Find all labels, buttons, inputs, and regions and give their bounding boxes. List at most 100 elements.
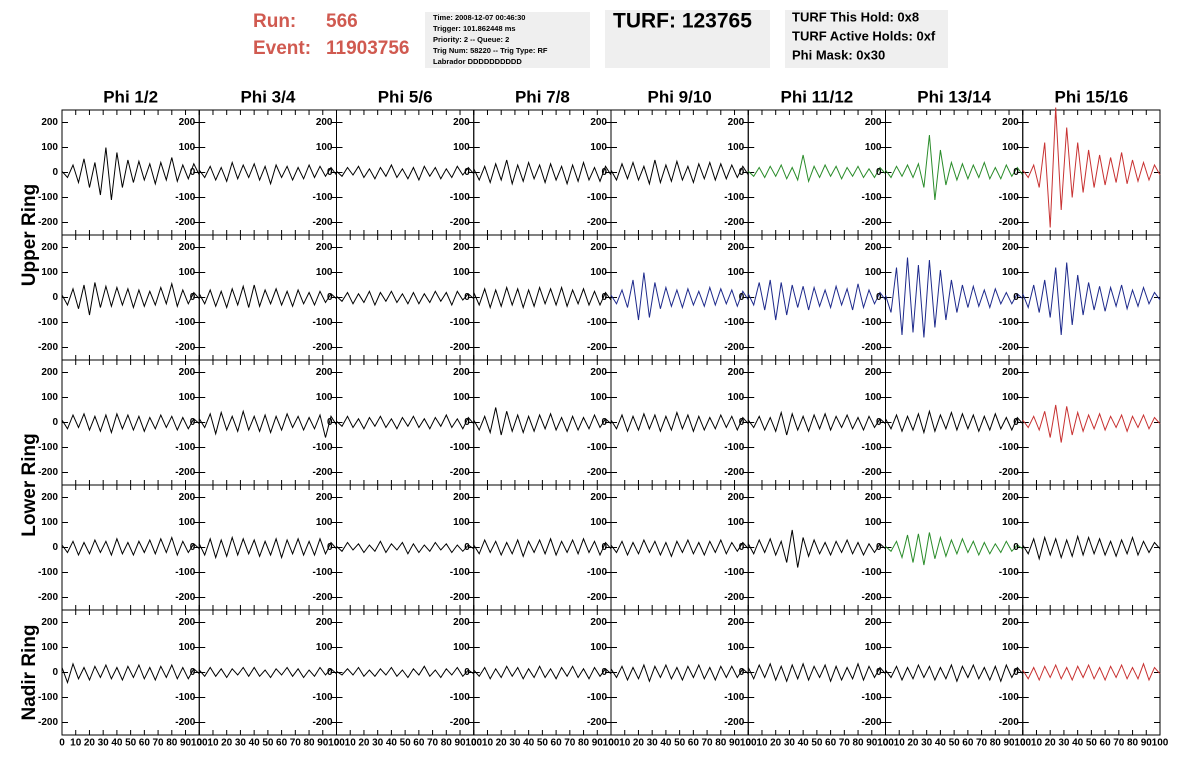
x-tick-label: 0 bbox=[883, 738, 889, 749]
y-tick-label: 200 bbox=[453, 617, 470, 628]
x-tick-label: 0 bbox=[334, 738, 340, 749]
y-tick-label: -200 bbox=[861, 467, 881, 478]
y-tick-label: -100 bbox=[312, 442, 332, 453]
y-tick-label: -200 bbox=[38, 717, 58, 728]
y-tick-label: -200 bbox=[38, 592, 58, 603]
x-tick-label: 80 bbox=[715, 738, 727, 749]
x-tick-label: 20 bbox=[221, 738, 233, 749]
waveform bbox=[1022, 404, 1161, 443]
y-tick-label: 100 bbox=[728, 517, 745, 528]
waveform bbox=[473, 159, 612, 186]
x-tick-label: 0 bbox=[471, 738, 477, 749]
waveform bbox=[336, 413, 475, 430]
x-tick-label: 40 bbox=[660, 738, 672, 749]
y-tick-label: 200 bbox=[316, 492, 333, 503]
y-tick-label: 200 bbox=[590, 117, 607, 128]
info-line: Priority: 2 -- Queue: 2 bbox=[433, 35, 509, 44]
y-tick-label: -100 bbox=[724, 567, 744, 578]
x-tick-label: 10 bbox=[756, 738, 768, 749]
x-tick-label: 60 bbox=[551, 738, 563, 749]
y-tick-label: 200 bbox=[865, 617, 882, 628]
waveform bbox=[198, 666, 337, 679]
y-tick-label: -200 bbox=[450, 342, 470, 353]
waveform bbox=[198, 409, 337, 438]
x-tick-label: 50 bbox=[537, 738, 549, 749]
y-tick-label: 100 bbox=[1002, 267, 1019, 278]
x-tick-label: 60 bbox=[962, 738, 974, 749]
y-tick-label: 200 bbox=[453, 117, 470, 128]
y-tick-label: -100 bbox=[312, 692, 332, 703]
y-tick-label: -100 bbox=[38, 317, 58, 328]
y-tick-label: 100 bbox=[41, 517, 58, 528]
y-tick-label: 0 bbox=[52, 667, 58, 678]
x-tick-label: 10 bbox=[207, 738, 219, 749]
y-tick-label: 100 bbox=[41, 267, 58, 278]
y-tick-label: 200 bbox=[41, 367, 58, 378]
x-tick-label: 80 bbox=[441, 738, 453, 749]
y-tick-label: -200 bbox=[175, 592, 195, 603]
y-tick-label: 100 bbox=[590, 642, 607, 653]
x-tick-label: 70 bbox=[564, 738, 576, 749]
y-tick-label: 0 bbox=[1013, 542, 1019, 553]
y-tick-label: 200 bbox=[590, 617, 607, 628]
y-tick-label: 0 bbox=[739, 542, 745, 553]
y-tick-label: -100 bbox=[999, 442, 1019, 453]
y-tick-label: -100 bbox=[38, 567, 58, 578]
y-tick-label: -200 bbox=[38, 467, 58, 478]
x-tick-label: 80 bbox=[578, 738, 590, 749]
y-tick-label: -100 bbox=[724, 317, 744, 328]
y-tick-label: -100 bbox=[312, 567, 332, 578]
y-tick-label: 200 bbox=[865, 492, 882, 503]
y-tick-label: -100 bbox=[724, 442, 744, 453]
y-tick-label: 0 bbox=[464, 167, 470, 178]
y-tick-label: 0 bbox=[327, 167, 333, 178]
y-tick-label: -200 bbox=[175, 717, 195, 728]
y-tick-label: 100 bbox=[316, 392, 333, 403]
waveform bbox=[885, 257, 1024, 338]
column-title: Phi 5/6 bbox=[378, 87, 433, 106]
hold-line: Phi Mask: 0x30 bbox=[792, 47, 885, 62]
y-tick-label: -200 bbox=[450, 467, 470, 478]
x-tick-label: 70 bbox=[290, 738, 302, 749]
y-tick-label: -200 bbox=[724, 717, 744, 728]
y-tick-label: 200 bbox=[590, 242, 607, 253]
holds-box bbox=[785, 10, 948, 68]
x-tick-label: 100 bbox=[328, 738, 345, 749]
y-tick-label: 0 bbox=[327, 542, 333, 553]
x-tick-label: 30 bbox=[98, 738, 110, 749]
y-tick-label: 0 bbox=[327, 292, 333, 303]
y-tick-label: 0 bbox=[739, 292, 745, 303]
y-tick-label: -100 bbox=[999, 192, 1019, 203]
y-tick-label: -100 bbox=[999, 692, 1019, 703]
info-box bbox=[425, 12, 590, 68]
y-tick-label: 100 bbox=[179, 517, 196, 528]
y-tick-label: 100 bbox=[179, 392, 196, 403]
waveform bbox=[610, 663, 749, 683]
info-line: Trig Num: 58220 -- Trig Type: RF bbox=[433, 46, 548, 55]
column-title: Phi 7/8 bbox=[515, 87, 570, 106]
x-tick-label: 90 bbox=[317, 738, 329, 749]
y-tick-label: 0 bbox=[464, 292, 470, 303]
y-tick-label: 0 bbox=[876, 292, 882, 303]
waveform bbox=[1022, 534, 1161, 561]
x-tick-label: 40 bbox=[1072, 738, 1084, 749]
y-tick-label: 200 bbox=[728, 117, 745, 128]
waveform bbox=[473, 537, 612, 558]
waveform bbox=[198, 535, 337, 560]
y-tick-label: -200 bbox=[175, 467, 195, 478]
row-label: Nadir Ring bbox=[19, 624, 40, 720]
y-tick-label: -100 bbox=[175, 317, 195, 328]
x-tick-label: 0 bbox=[59, 738, 65, 749]
y-tick-label: 100 bbox=[453, 267, 470, 278]
column-title: Phi 11/12 bbox=[780, 87, 853, 106]
y-tick-label: 200 bbox=[179, 242, 196, 253]
y-tick-label: 0 bbox=[52, 167, 58, 178]
y-tick-label: 0 bbox=[52, 292, 58, 303]
x-tick-label: 100 bbox=[603, 738, 620, 749]
y-tick-label: -200 bbox=[999, 592, 1019, 603]
y-tick-label: 200 bbox=[41, 117, 58, 128]
run-label: Run: bbox=[253, 11, 296, 32]
y-tick-label: -200 bbox=[312, 592, 332, 603]
y-tick-label: 0 bbox=[190, 542, 196, 553]
